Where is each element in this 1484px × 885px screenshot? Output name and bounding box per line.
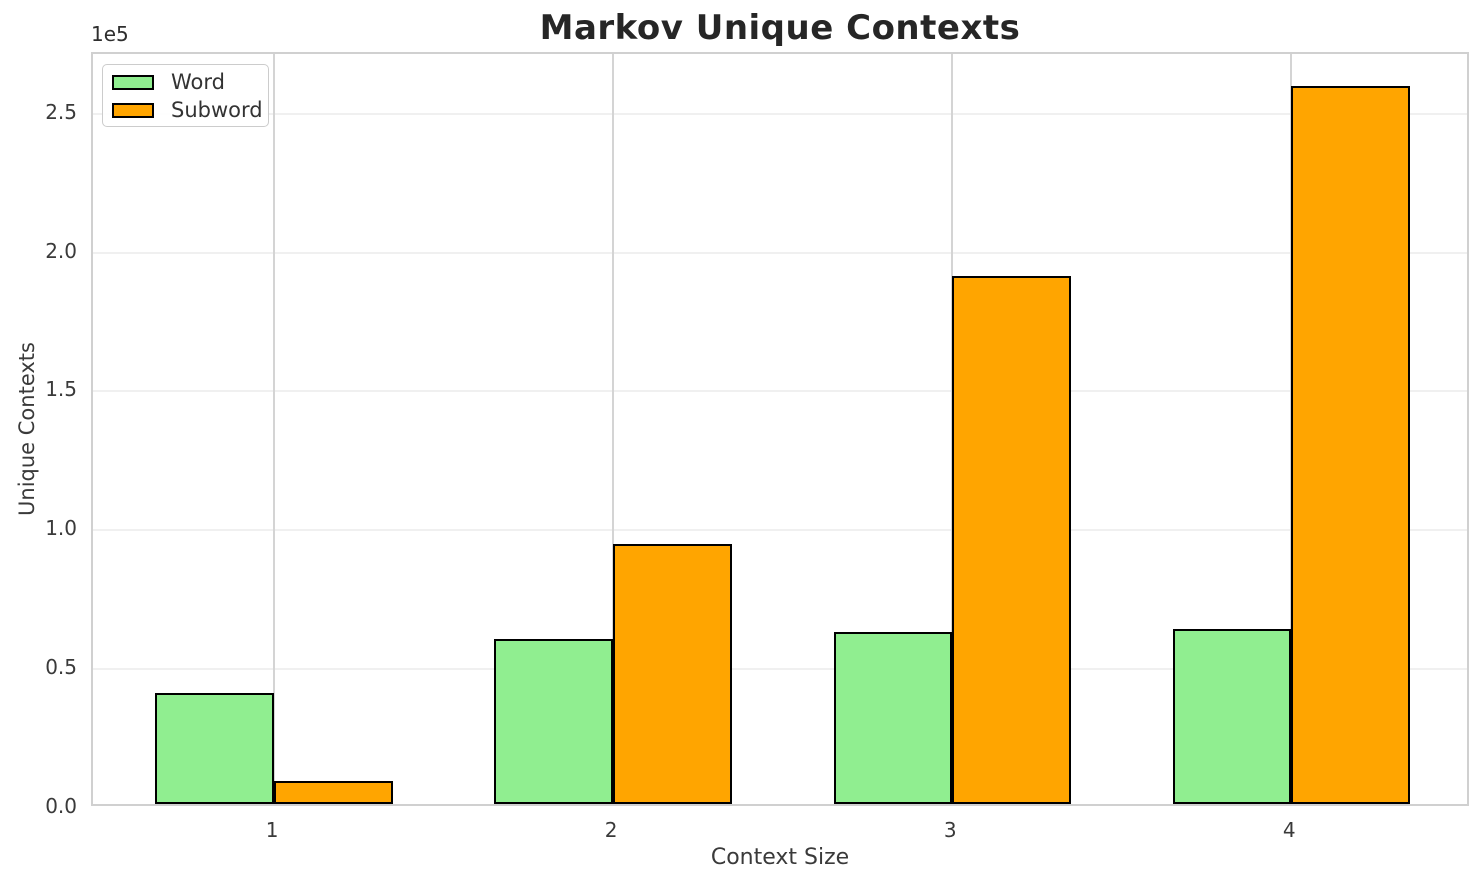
x-tick-label-4: 4 (1282, 818, 1296, 842)
bar-subword-2 (613, 544, 732, 804)
vgridline-1 (273, 54, 276, 804)
y-axis-offset-text: 1e5 (91, 22, 129, 46)
hgridline-1.0 (93, 529, 1467, 532)
legend: Word Subword (102, 64, 269, 127)
x-tick-label-2: 2 (604, 818, 618, 842)
hgridline-1.5 (93, 390, 1467, 393)
y-tick-label-1.0: 1.0 (45, 516, 77, 541)
bar-word-2 (494, 638, 614, 804)
x-tick-label-3: 3 (943, 818, 957, 842)
plot-area: Word Subword (91, 52, 1469, 806)
legend-swatch-subword (112, 102, 154, 118)
chart-title: Markov Unique Contexts (539, 8, 1021, 48)
hgridline-2.5 (93, 112, 1467, 115)
y-tick-label-2.0: 2.0 (45, 238, 77, 263)
bar-subword-3 (952, 276, 1071, 804)
y-tick-label-0.0: 0.0 (45, 794, 77, 818)
y-tick-label-0.5: 0.5 (45, 655, 77, 680)
y-tick-label-2.5: 2.5 (45, 99, 77, 124)
x-axis-label: Context Size (710, 845, 850, 870)
x-tick-label-1: 1 (265, 818, 279, 842)
y-axis-label: Unique Contexts (15, 342, 39, 516)
y-tick-label-1.5: 1.5 (45, 377, 77, 402)
bar-subword-1 (274, 781, 393, 804)
bar-word-4 (1172, 629, 1292, 804)
legend-label-subword: Subword (171, 98, 263, 122)
bar-word-1 (155, 692, 275, 804)
legend-swatch-word (112, 74, 154, 90)
legend-entry-word: Word (112, 68, 259, 96)
hgridline-2.0 (93, 251, 1467, 254)
legend-entry-subword: Subword (112, 96, 263, 124)
legend-label-word: Word (171, 70, 225, 94)
vgridline-2 (612, 54, 615, 804)
hgridline-0.5 (93, 668, 1467, 671)
bar-word-3 (833, 631, 953, 804)
bar-subword-4 (1291, 86, 1410, 804)
